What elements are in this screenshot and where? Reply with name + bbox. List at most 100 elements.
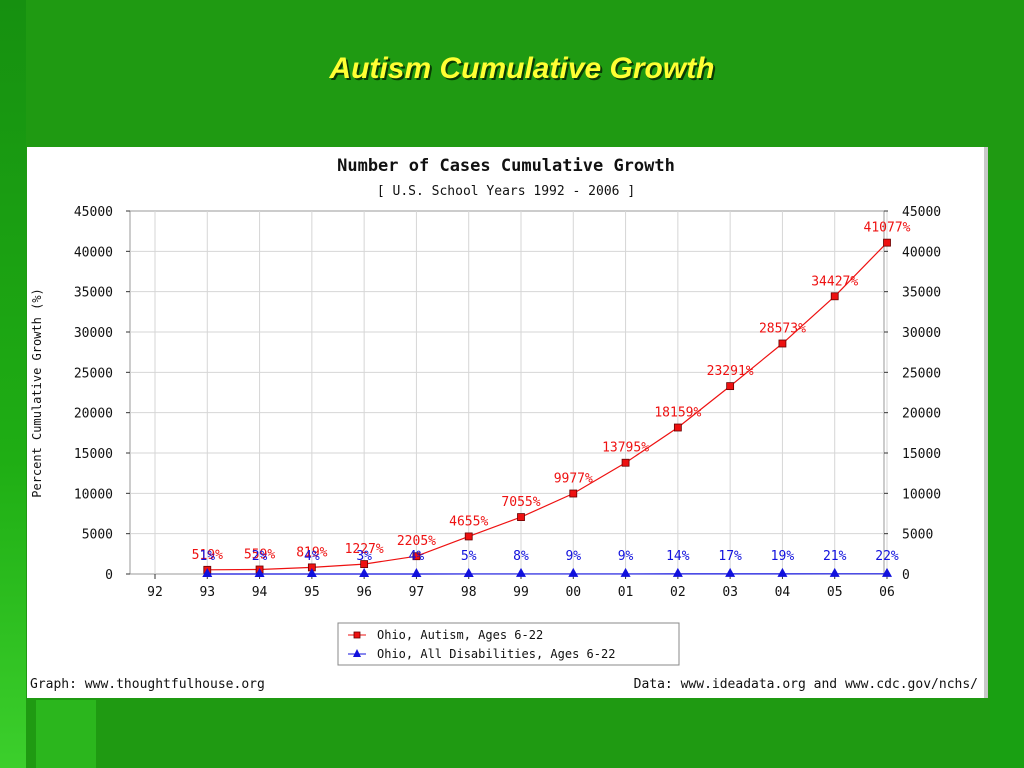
y-tick-label: 35000 [74, 286, 113, 301]
data-label: 4% [304, 549, 320, 564]
data-point [672, 567, 683, 577]
data-point [464, 532, 473, 541]
y-tick-label: 10000 [74, 487, 113, 502]
data-point [673, 423, 682, 432]
chart-subtitle: [ U.S. School Years 1992 - 2006 ] [377, 184, 635, 199]
data-label: 8% [513, 549, 529, 564]
background-block [36, 700, 96, 768]
data-label: 7055% [501, 495, 540, 510]
data-label: 17% [718, 549, 742, 564]
data-label: 9% [565, 549, 581, 564]
background-band [0, 0, 26, 768]
x-tick-label: 00 [565, 585, 581, 600]
data-label: 519% [192, 548, 223, 563]
y-tick-label-right: 25000 [902, 366, 941, 381]
y-tick-label: 30000 [74, 326, 113, 341]
y-tick-label: 0 [105, 568, 113, 583]
y-tick-label: 45000 [74, 205, 113, 220]
data-label: 9% [618, 549, 634, 564]
legend-box [337, 622, 680, 666]
y-tick-label-right: 0 [902, 568, 910, 583]
series-line-autism [207, 242, 888, 571]
data-label: 2% [252, 549, 268, 564]
data-point [360, 560, 369, 569]
chart-title: Number of Cases Cumulative Growth [337, 156, 675, 176]
data-point [568, 567, 579, 577]
y-tick-label: 25000 [74, 366, 113, 381]
series: 519% 559% 819% 1227% 2205% 4655% 7055% 9977% 137… [192, 221, 911, 577]
x-tick-label: 97 [409, 585, 425, 600]
data-point [463, 567, 474, 577]
data-label: 13795% [602, 441, 649, 456]
data-label: 2205% [397, 534, 436, 549]
data-label: 819% [296, 545, 327, 560]
x-tick-label: 05 [827, 585, 843, 600]
y-tick-label-right: 30000 [902, 326, 941, 341]
y-tick-label-right: 45000 [902, 205, 941, 220]
x-tick-label: 02 [670, 585, 686, 600]
data-point [882, 567, 892, 577]
data-point [202, 567, 213, 577]
data-point [620, 567, 631, 577]
data-point [517, 513, 525, 521]
y-tick-label-right: 40000 [902, 245, 941, 260]
data-label: 23291% [707, 364, 754, 379]
line-chart: Number of Cases Cumulative Growth [ U.S.… [30, 156, 978, 692]
data-label: 21% [823, 549, 847, 564]
x-tick-label: 98 [461, 585, 477, 600]
data-label: 1% [199, 549, 215, 564]
data-label: 41077% [864, 221, 911, 236]
data-point [254, 567, 265, 577]
x-tick-label: 03 [722, 585, 738, 600]
data-label: 28573% [759, 322, 806, 337]
background-block [990, 200, 1024, 768]
data-point [830, 292, 839, 301]
data-point [777, 567, 788, 577]
data-label: 1227% [345, 542, 384, 557]
y-tick-label: 20000 [74, 407, 113, 422]
data-label: 3% [356, 549, 372, 564]
y-tick-label: 15000 [74, 447, 113, 462]
legend-autism-marker [353, 631, 361, 639]
y-tick-label: 5000 [82, 528, 113, 543]
data-point [725, 567, 736, 577]
y-tick-label-right: 10000 [902, 487, 941, 502]
legend-disabilities-marker [353, 649, 361, 657]
data-point [883, 238, 891, 247]
data-label: 34427% [811, 274, 858, 289]
y-tick-label-right: 5000 [902, 528, 933, 543]
data-label: 5% [461, 549, 477, 564]
chart-panel: Number of Cases Cumulative Growth [ U.S.… [27, 147, 988, 698]
slide-title: Autism Cumulative Growth [329, 52, 715, 85]
legend-autism-label: Ohio, Autism, Ages 6-22 [377, 628, 543, 642]
x-tick-label: 96 [356, 585, 372, 600]
y-tick-label-right: 35000 [902, 286, 941, 301]
x-tick-label: 93 [199, 585, 215, 600]
data-point [359, 567, 370, 577]
data-label: 559% [244, 547, 275, 562]
data-label: 9977% [554, 472, 593, 487]
footer-source-graph: Graph: www.thoughtfulhouse.org [30, 677, 265, 692]
data-point [516, 567, 526, 577]
x-tick-label: 01 [618, 585, 634, 600]
data-point [829, 567, 840, 577]
x-tick-label: 92 [147, 585, 163, 600]
x-tick-label: 04 [775, 585, 791, 600]
data-point [411, 567, 422, 577]
footer-source-data: Data: www.ideadata.org and www.cdc.gov/n… [634, 677, 978, 692]
data-label: 4655% [449, 514, 488, 529]
x-tick-label: 94 [252, 585, 268, 600]
data-point [306, 567, 317, 577]
data-label: 18159% [654, 406, 701, 421]
plot-frame [129, 210, 885, 575]
data-label: 19% [771, 549, 795, 564]
data-point [778, 339, 787, 348]
data-point [621, 458, 630, 467]
y-axis-label: Percent Cumulative Growth (%) [30, 288, 44, 498]
y-tick-label-right: 20000 [902, 407, 941, 422]
data-point [412, 552, 421, 561]
legend-disabilities-label: Ohio, All Disabilities, Ages 6-22 [377, 647, 615, 661]
legend: Ohio, Autism, Ages 6-22 Ohio, All Disabi… [337, 622, 680, 666]
data-point [569, 489, 578, 498]
